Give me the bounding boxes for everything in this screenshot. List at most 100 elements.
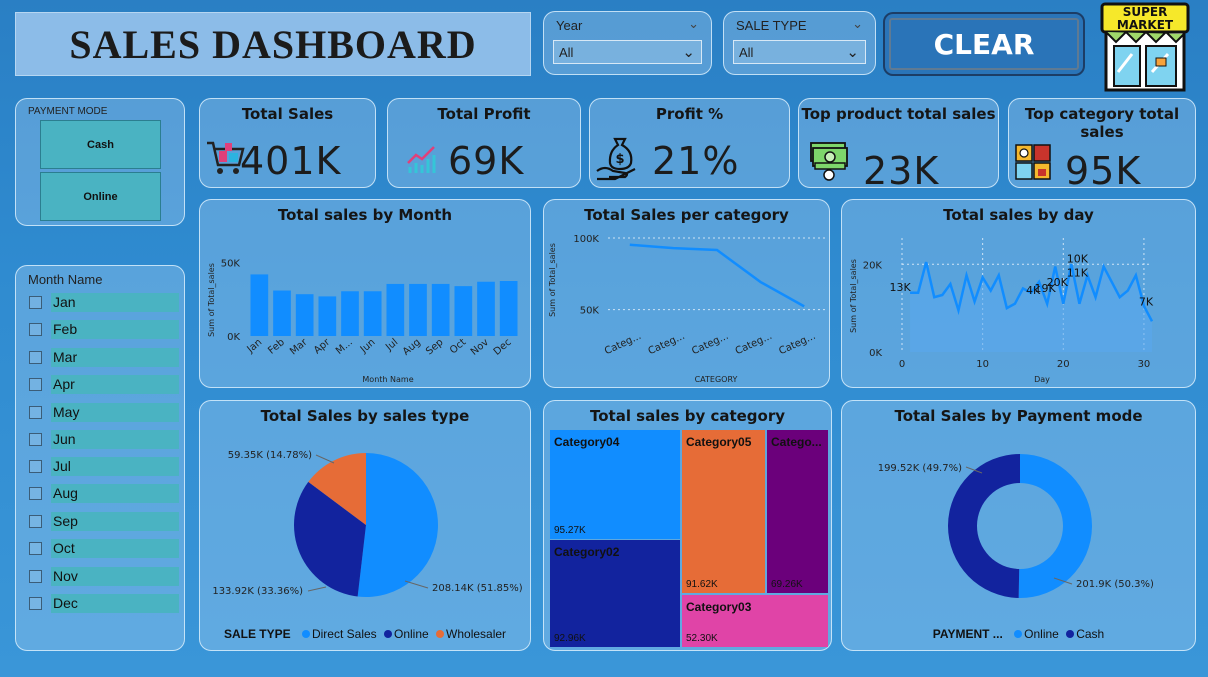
month-item-nov[interactable]: Nov bbox=[28, 567, 181, 587]
treemap-cell-category02[interactable]: Category02 92.96K bbox=[550, 540, 680, 647]
month-item-sep[interactable]: Sep bbox=[28, 512, 181, 532]
clear-button[interactable]: CLEAR bbox=[883, 12, 1085, 76]
chevron-down-icon[interactable]: ⌄ bbox=[846, 44, 859, 61]
y-tick-label: 0K bbox=[869, 348, 882, 359]
month-item-apr[interactable]: Apr bbox=[28, 375, 181, 395]
money-bag-hand-icon: $ bbox=[596, 137, 636, 181]
chevron-down-icon[interactable]: ⌄ bbox=[688, 16, 699, 31]
checkbox[interactable] bbox=[29, 515, 42, 528]
sale-type-select-value: All bbox=[739, 45, 754, 60]
treemap-cell-category03[interactable]: Category03 52.30K bbox=[682, 595, 828, 647]
chart-title: Total Sales by Payment mode bbox=[894, 407, 1143, 425]
x-axis-label: Day bbox=[1034, 375, 1050, 384]
checkbox[interactable] bbox=[29, 542, 42, 555]
chevron-down-icon[interactable]: ⌄ bbox=[682, 44, 695, 61]
pie-slice bbox=[294, 481, 366, 597]
legend-item: Cash bbox=[1076, 627, 1105, 641]
bar bbox=[363, 291, 382, 336]
checkbox[interactable] bbox=[29, 296, 42, 309]
x-tick-label: Categ... bbox=[690, 331, 730, 357]
donut-slice bbox=[1018, 454, 1093, 598]
kpi-label: Profit % bbox=[655, 105, 724, 123]
treemap-cell-category04[interactable]: Category04 95.27K bbox=[550, 430, 680, 539]
year-select-value: All bbox=[559, 45, 574, 60]
month-label: Dec bbox=[53, 595, 78, 611]
sales-by-type-chart: Total Sales by sales type 208.14K (51.85… bbox=[199, 400, 531, 651]
chevron-down-icon[interactable]: ⌄ bbox=[852, 16, 863, 31]
sale-type-select[interactable]: All ⌄ bbox=[733, 40, 866, 64]
month-item-may[interactable]: May bbox=[28, 403, 181, 423]
data-label: 10K bbox=[1067, 252, 1089, 265]
sale-type-slicer[interactable]: SALE TYPE ⌄ All ⌄ bbox=[723, 11, 876, 75]
year-slicer[interactable]: Year ⌄ All ⌄ bbox=[543, 11, 712, 75]
x-tick-label: Categ... bbox=[777, 331, 817, 357]
series-line bbox=[910, 261, 1154, 322]
month-slicer: Month Name Jan Feb Mar Apr May Jun Jul A… bbox=[15, 265, 185, 651]
treemap-cell-category01[interactable]: Catego... 69.26K bbox=[767, 430, 828, 593]
y-axis-label: Sum of Total_sales bbox=[548, 243, 557, 317]
x-tick-label: 20 bbox=[1057, 359, 1070, 370]
month-label: Jan bbox=[53, 294, 76, 310]
leader-line bbox=[307, 586, 327, 592]
month-label: Feb bbox=[53, 321, 78, 337]
series-line bbox=[629, 243, 805, 308]
x-tick-label: 0 bbox=[899, 359, 905, 370]
payment-online-button[interactable]: Online bbox=[40, 172, 161, 221]
kpi-value: 21% bbox=[652, 139, 740, 183]
logo-text-line1: SUPER bbox=[1123, 5, 1168, 19]
treemap-cell-name: Catego... bbox=[771, 435, 822, 449]
treemap-cell-category05[interactable]: Category05 91.62K bbox=[682, 430, 765, 593]
checkbox[interactable] bbox=[29, 487, 42, 500]
treemap-cell-value: 52.30K bbox=[686, 633, 718, 644]
checkbox[interactable] bbox=[29, 323, 42, 336]
donut-slice bbox=[948, 454, 1020, 598]
page-title: SALES DASHBOARD bbox=[69, 21, 477, 67]
legend-item: Online bbox=[394, 627, 429, 641]
treemap-cell-value: 95.27K bbox=[554, 525, 586, 536]
checkbox[interactable] bbox=[29, 570, 42, 583]
bar bbox=[454, 286, 473, 336]
x-tick-label: 10 bbox=[976, 359, 989, 370]
checkbox[interactable] bbox=[29, 351, 42, 364]
month-item-aug[interactable]: Aug bbox=[28, 484, 181, 504]
chart-title: Total Sales per category bbox=[584, 206, 789, 224]
pie-slice bbox=[308, 453, 366, 525]
y-tick-label: 50K bbox=[221, 259, 241, 270]
bar bbox=[499, 281, 518, 336]
month-item-oct[interactable]: Oct bbox=[28, 539, 181, 559]
month-item-dec[interactable]: Dec bbox=[28, 594, 181, 614]
sales-by-month-chart: Total sales by Month 50K 0K Sum of Total_s… bbox=[199, 199, 531, 388]
month-item-jan[interactable]: Jan bbox=[28, 293, 181, 313]
checkbox[interactable] bbox=[29, 378, 42, 391]
checkbox[interactable] bbox=[29, 460, 42, 473]
month-label: Nov bbox=[53, 568, 78, 584]
checkbox[interactable] bbox=[29, 406, 42, 419]
kpi-value: 23K bbox=[863, 149, 940, 193]
treemap-cell-name: Category04 bbox=[554, 435, 620, 449]
year-select[interactable]: All ⌄ bbox=[553, 40, 702, 64]
bar bbox=[386, 283, 405, 336]
payment-cash-button[interactable]: Cash bbox=[40, 120, 161, 169]
month-item-jun[interactable]: Jun bbox=[28, 430, 181, 450]
kpi-top-product-sales: Top product total sales 23K bbox=[798, 98, 999, 193]
bar bbox=[295, 294, 314, 336]
checkbox[interactable] bbox=[29, 433, 42, 446]
year-slicer-label: Year bbox=[556, 18, 583, 33]
kpi-total-sales: Total Sales 401K bbox=[199, 98, 376, 188]
month-label: Sep bbox=[53, 513, 78, 529]
kpi-total-profit: Total Profit 69K bbox=[387, 98, 581, 188]
y-tick-label: 0K bbox=[227, 332, 240, 343]
bar bbox=[273, 290, 291, 336]
month-item-mar[interactable]: Mar bbox=[28, 348, 181, 368]
x-tick-label: Categ... bbox=[603, 331, 643, 357]
sales-by-category-treemap: Total sales by category Category04 95.27… bbox=[543, 400, 832, 651]
month-item-feb[interactable]: Feb bbox=[28, 320, 181, 340]
month-item-jul[interactable]: Jul bbox=[28, 457, 181, 477]
treemap-cell-value: 91.62K bbox=[686, 579, 718, 590]
checkbox[interactable] bbox=[29, 597, 42, 610]
x-axis-label: CATEGORY bbox=[695, 375, 738, 384]
x-tick-label: M... bbox=[334, 337, 355, 357]
x-tick-label: Sep bbox=[424, 337, 446, 358]
kpi-label: Top category total sales bbox=[1024, 105, 1180, 141]
